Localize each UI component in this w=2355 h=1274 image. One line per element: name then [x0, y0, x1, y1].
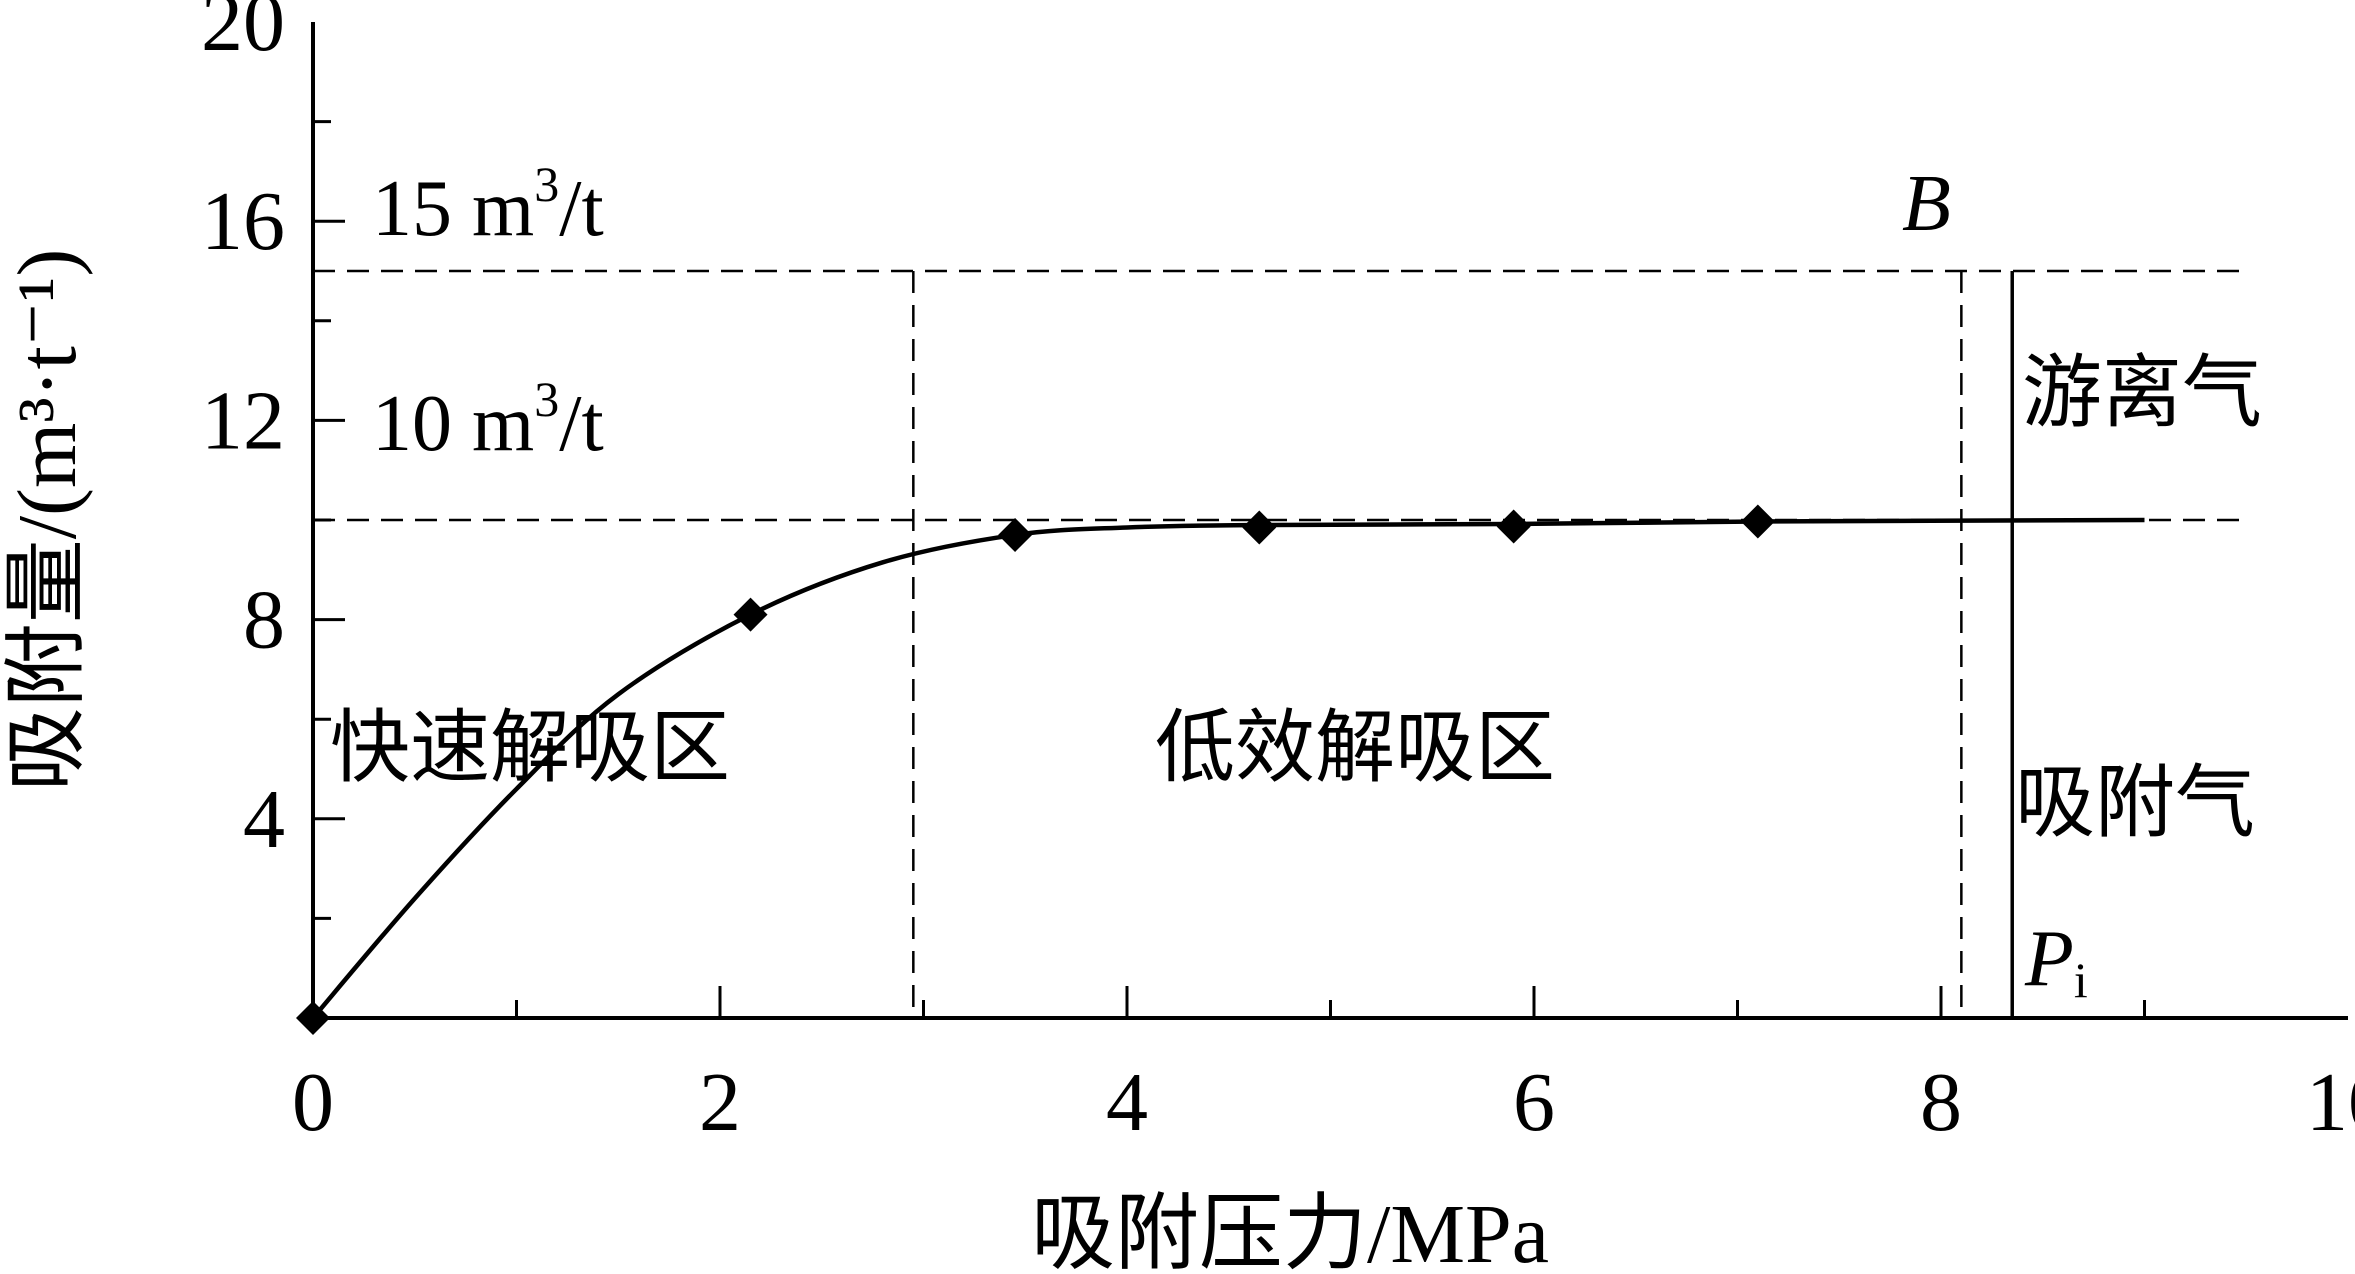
x-tick-label: 8 — [1920, 1056, 1962, 1149]
x-axis-title: 吸附压力/MPa — [1031, 1188, 1549, 1274]
y-tick-label: 20 — [201, 0, 285, 69]
y-tick-label: 8 — [243, 574, 285, 667]
x-tick-label: 0 — [292, 1056, 334, 1149]
data-point-marker — [1242, 510, 1277, 545]
y-ticks: 4 8 12 16 20 — [201, 0, 345, 920]
data-point-marker — [733, 597, 768, 632]
x-tick-label: 4 — [1106, 1056, 1148, 1149]
adsorbed-gas-label: 吸附气 — [2015, 760, 2255, 848]
y-axis-title: 吸附量/(m³·t⁻¹) — [1, 249, 94, 792]
data-markers — [296, 504, 1775, 1035]
free-gas-label: 游离气 — [2022, 350, 2262, 438]
x-tick-label: 6 — [1513, 1056, 1555, 1149]
x-tick-label: 2 — [699, 1056, 741, 1149]
data-point-marker — [998, 517, 1033, 552]
fast-desorption-zone-label: 快速解吸区 — [330, 705, 730, 793]
slow-desorption-zone-label: 低效解吸区 — [1155, 705, 1555, 793]
ref-label-15: 15 m3/t — [372, 156, 604, 253]
x-ticks: 0 2 4 6 8 10 — [292, 986, 2355, 1149]
ref-label-10: 10 m3/t — [372, 371, 604, 468]
y-tick-label: 16 — [201, 175, 285, 268]
data-point-marker — [296, 1001, 330, 1035]
y-tick-label: 12 — [201, 374, 285, 467]
y-tick-label: 4 — [243, 773, 285, 866]
x-tick-label: 10 — [2306, 1056, 2355, 1149]
point-b-label: B — [1902, 160, 1951, 248]
pi-label: Pi — [2024, 915, 2088, 1008]
data-point-marker — [1740, 504, 1775, 539]
data-point-marker — [1496, 509, 1531, 544]
